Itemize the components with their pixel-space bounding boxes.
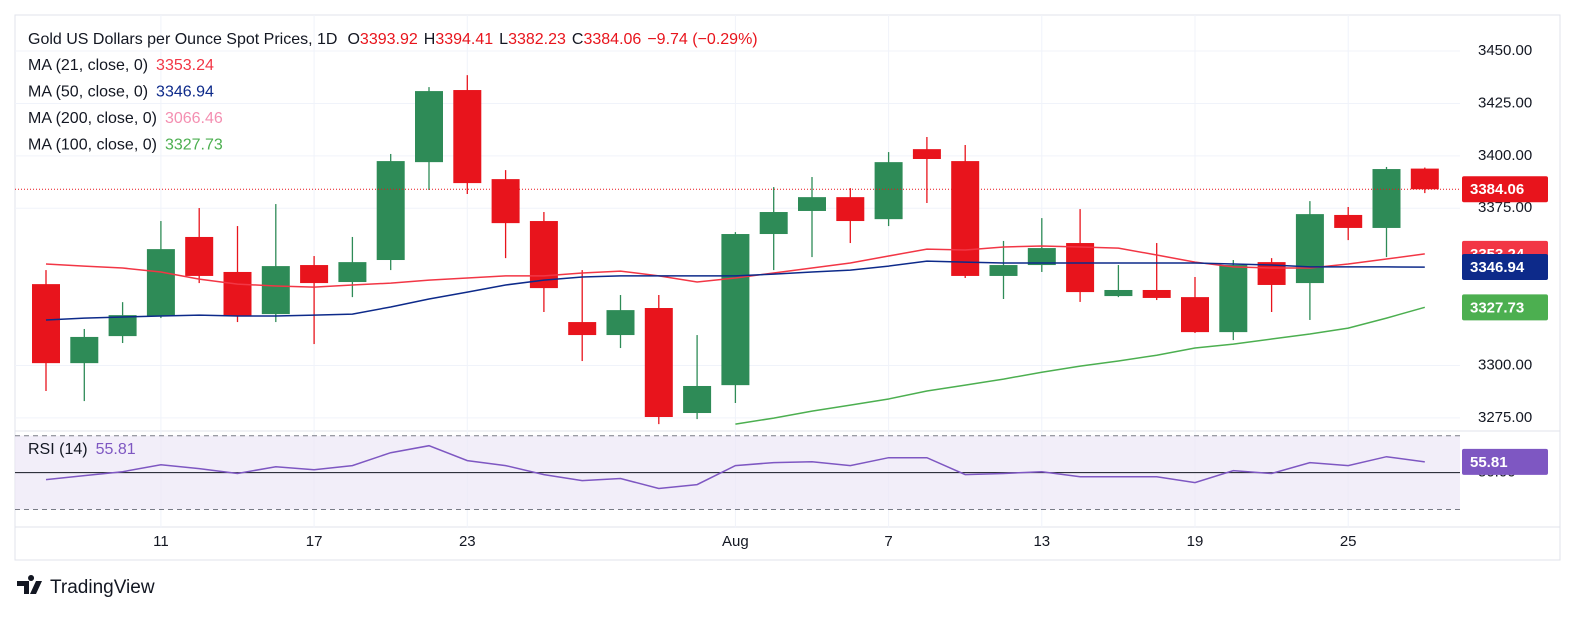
last-price-box xyxy=(1462,176,1548,203)
candle-body xyxy=(644,308,673,418)
y-tick-label: 3450.00 xyxy=(1478,42,1532,59)
ohlc-value: 3393.92 xyxy=(360,31,418,48)
ohlc-value: 3384.06 xyxy=(583,31,641,48)
candle-body xyxy=(1372,169,1401,228)
candle-body xyxy=(300,265,329,284)
candle-body xyxy=(185,236,214,276)
change: −9.74 (−0.29%) xyxy=(647,31,757,48)
candle-body xyxy=(491,179,520,224)
candle-body xyxy=(951,161,980,276)
candle-body xyxy=(1181,297,1209,333)
x-tick-label: 17 xyxy=(306,533,323,550)
candle-body xyxy=(376,161,405,261)
ohlc-letter: O xyxy=(347,31,359,48)
x-tick-label: 25 xyxy=(1340,533,1357,550)
candle-body xyxy=(1066,243,1095,293)
candle-body xyxy=(1027,248,1056,266)
candle-body xyxy=(606,310,635,336)
candle-body xyxy=(453,90,482,184)
title: Gold US Dollars per Ounce Spot Prices, 1… xyxy=(28,31,337,48)
ma-legend: MA (21, close, 0) 3353.24 xyxy=(28,57,214,74)
ma-legend: MA (200, close, 0) 3066.46 xyxy=(28,110,223,127)
ma-legend-value: 3327.73 xyxy=(165,137,223,154)
candle-body xyxy=(912,149,941,159)
ma-value-box xyxy=(1462,254,1548,281)
candle-body xyxy=(759,212,788,235)
ma-value-label: 3346.94 xyxy=(1470,259,1525,276)
ma-name: MA (200, close, 0) xyxy=(28,110,157,127)
ohlc-value: 3394.41 xyxy=(435,31,493,48)
x-tick-label: 13 xyxy=(1033,533,1050,550)
x-tick-label: 23 xyxy=(459,533,476,550)
candle-body xyxy=(108,315,137,337)
candle-body xyxy=(1219,265,1248,333)
rsi-legend-value: 55.81 xyxy=(96,441,136,458)
candle-body xyxy=(683,385,712,414)
ma-line xyxy=(45,245,1425,288)
candle-body xyxy=(836,197,865,222)
candle-body xyxy=(1104,289,1133,297)
ohlc-letter: L xyxy=(499,31,508,48)
y-tick-label: 3425.00 xyxy=(1478,94,1532,111)
candle-body xyxy=(529,221,558,289)
candle-body xyxy=(223,271,252,316)
ma-legend-value: 3346.94 xyxy=(156,84,214,101)
ma-name: MA (21, close, 0) xyxy=(28,57,148,74)
candle-body xyxy=(146,249,175,316)
candle-body xyxy=(874,162,903,220)
candle-body xyxy=(798,197,826,211)
ma-legend: MA (50, close, 0) 3346.94 xyxy=(28,84,214,101)
rsi-value-label: 55.81 xyxy=(1470,454,1508,471)
rsi-value-box xyxy=(1462,448,1548,475)
candle-body xyxy=(721,234,750,386)
ohlc-letter: C xyxy=(572,31,584,48)
ma-name: MA (50, close, 0) xyxy=(28,84,148,101)
ohlc-value: 3382.23 xyxy=(508,31,566,48)
brand-name: TradingView xyxy=(50,577,155,598)
x-tick-label: 11 xyxy=(153,533,169,550)
header: Gold US Dollars per Ounce Spot Prices, 1… xyxy=(28,31,758,48)
ohlc-letter: H xyxy=(424,31,436,48)
y-tick-label: 3400.00 xyxy=(1478,147,1532,164)
ma-value-box xyxy=(1462,294,1548,321)
rsi-name: RSI (14) xyxy=(28,441,88,458)
candle-body xyxy=(568,322,597,336)
candle-body xyxy=(989,265,1018,276)
ma-line xyxy=(735,306,1426,425)
x-tick-label: Aug xyxy=(722,533,749,550)
ma-value-label: 3327.73 xyxy=(1470,299,1524,316)
ma-legend-value: 3353.24 xyxy=(156,57,214,74)
x-tick-label: 19 xyxy=(1187,533,1204,550)
candle-body xyxy=(70,336,99,364)
candle-body xyxy=(1334,214,1363,228)
ma-name: MA (100, close, 0) xyxy=(28,137,157,154)
x-tick-label: 7 xyxy=(884,533,892,550)
ma-legend-value: 3066.46 xyxy=(165,110,223,127)
ma-legend: MA (100, close, 0) 3327.73 xyxy=(28,137,223,154)
y-tick-label: 3275.00 xyxy=(1478,409,1532,426)
candle-body xyxy=(1142,289,1171,298)
candle-body xyxy=(338,262,367,283)
candle-body xyxy=(415,91,443,163)
y-tick-label: 3300.00 xyxy=(1478,356,1532,373)
candle-body xyxy=(1410,168,1439,190)
brand-logo xyxy=(17,575,42,594)
candle-body xyxy=(32,284,60,364)
candle-body xyxy=(1295,214,1324,284)
rsi-legend: RSI (14) 55.81 xyxy=(28,441,136,458)
ma-line xyxy=(45,260,1425,321)
y-tick-label: 3375.00 xyxy=(1478,199,1532,216)
last-price-label: 3384.06 xyxy=(1470,181,1524,198)
rsi-line xyxy=(45,444,1425,490)
candle-body xyxy=(261,266,290,315)
